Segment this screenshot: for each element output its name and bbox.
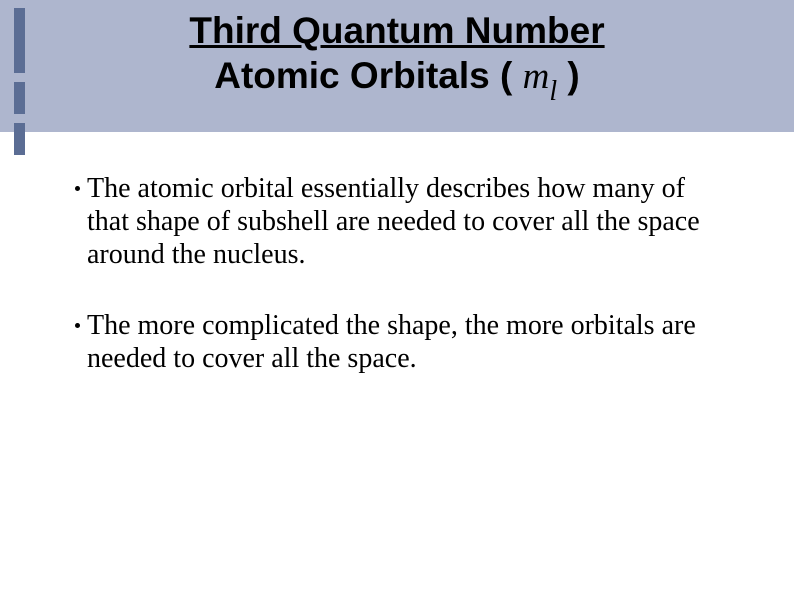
title-prefix: Atomic Orbitals ( bbox=[214, 55, 522, 96]
bullet-text: The more complicated the shape, the more… bbox=[87, 310, 696, 374]
bullet-item: The more complicated the shape, the more… bbox=[75, 309, 730, 375]
title-subscript: l bbox=[549, 76, 557, 107]
bullet-dot-icon bbox=[75, 323, 80, 328]
slide: Third Quantum Number Atomic Orbitals ( m… bbox=[0, 0, 794, 595]
slide-body: The atomic orbital essentially describes… bbox=[75, 172, 730, 413]
side-rail-segment bbox=[14, 123, 25, 155]
bullet-item: The atomic orbital essentially describes… bbox=[75, 172, 730, 271]
slide-title: Third Quantum Number Atomic Orbitals ( m… bbox=[0, 10, 794, 104]
bullet-dot-icon bbox=[75, 186, 80, 191]
title-line-1: Third Quantum Number bbox=[0, 10, 794, 53]
title-line-2: Atomic Orbitals ( ml ) bbox=[0, 55, 794, 105]
title-suffix: ) bbox=[557, 55, 580, 96]
title-symbol: m bbox=[523, 56, 550, 97]
bullet-text: The atomic orbital essentially describes… bbox=[87, 173, 700, 270]
